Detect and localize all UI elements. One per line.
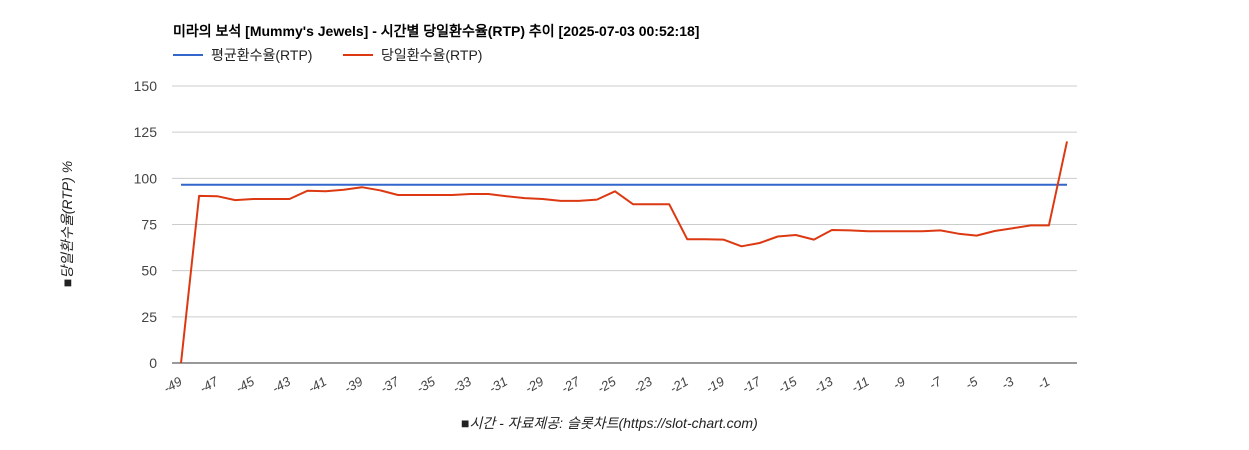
y-tick-label: 150 [134, 78, 158, 94]
x-tick-label: -27 [559, 373, 583, 396]
x-tick-label: -31 [486, 374, 510, 396]
x-tick-label: -43 [269, 373, 293, 396]
y-axis-ticks: 0 25 50 75 100 125 150 [134, 78, 158, 371]
x-tick-label: -47 [197, 373, 221, 396]
x-tick-label: -35 [414, 373, 438, 396]
x-tick-label: -1 [1035, 374, 1053, 393]
x-tick-label: -23 [631, 373, 655, 396]
x-tick-label: -33 [450, 373, 474, 396]
y-tick-label: 125 [134, 124, 158, 140]
y-tick-label: 50 [141, 263, 157, 279]
gridlines [172, 85, 1077, 364]
series-line-daily-rtp [180, 141, 1068, 364]
y-tick-label: 25 [141, 309, 157, 325]
y-axis-label: ■당일환수율(RTP) % [59, 161, 75, 287]
x-tick-label: -13 [812, 373, 836, 396]
x-tick-label: -41 [305, 374, 329, 396]
x-tick-label: -19 [703, 374, 727, 396]
x-tick-label: -37 [378, 373, 402, 396]
x-tick-label: -29 [522, 374, 546, 396]
x-tick-label: -25 [595, 373, 619, 396]
y-tick-label: 100 [134, 170, 158, 186]
legend: 평균환수율(RTP) 당일환수율(RTP) [173, 47, 482, 63]
x-tick-label: -7 [926, 373, 944, 392]
legend-label-daily: 당일환수율(RTP) [381, 47, 482, 63]
x-tick-label: -15 [775, 373, 799, 396]
x-tick-label: -45 [233, 373, 257, 396]
x-axis-label: ■시간 - 자료제공: 슬롯차트(https://slot-chart.com) [461, 415, 758, 431]
x-axis-ticks: -49 -47 -45 -43 -41 -39 -37 -35 -33 -31 -29 -27 -25-… [161, 373, 1053, 396]
x-tick-label: -17 [739, 373, 763, 396]
legend-label-average: 평균환수율(RTP) [211, 47, 312, 63]
chart-title: 미라의 보석 [Mummy's Jewels] - 시간별 당일환수율(RTP)… [173, 23, 699, 39]
x-tick-label: -3 [999, 373, 1017, 392]
x-tick-label: -49 [161, 374, 185, 396]
x-tick-label: -5 [963, 373, 981, 392]
x-tick-label: -9 [890, 374, 908, 393]
series-lines [180, 141, 1068, 364]
x-tick-label: -21 [667, 374, 691, 396]
y-tick-label: 0 [149, 355, 157, 371]
x-tick-label: -11 [849, 374, 872, 396]
x-tick-label: -39 [342, 374, 366, 396]
y-tick-label: 75 [141, 217, 157, 233]
